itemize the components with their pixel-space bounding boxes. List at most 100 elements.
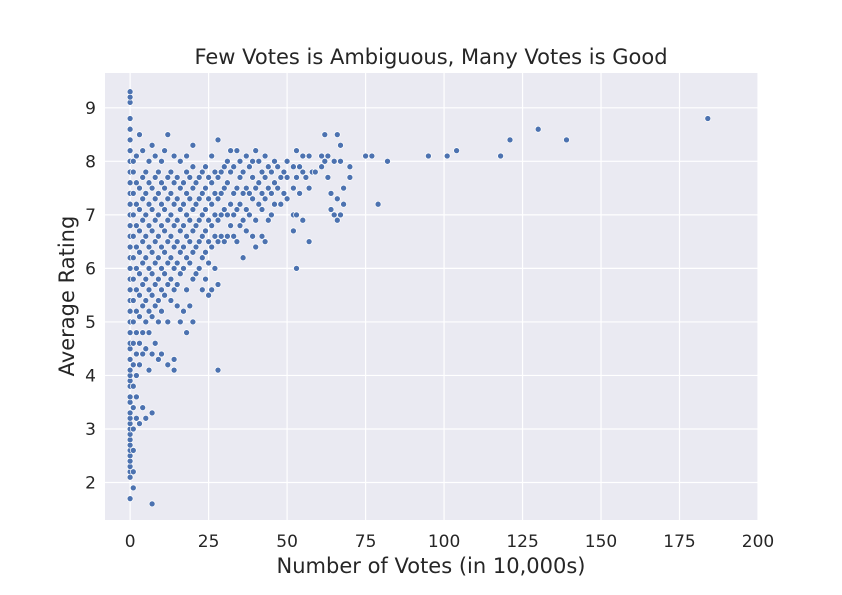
data-point	[145, 307, 153, 315]
data-point	[139, 281, 147, 288]
y-tick-label: 9	[85, 99, 96, 119]
data-point	[249, 195, 256, 203]
data-point	[271, 157, 278, 165]
data-point	[208, 200, 216, 208]
data-point	[264, 163, 272, 171]
data-point	[139, 238, 147, 245]
data-point	[236, 222, 244, 229]
data-point	[126, 243, 134, 251]
data-point	[186, 216, 194, 224]
data-point	[340, 200, 347, 208]
data-point	[186, 195, 194, 203]
data-point	[126, 179, 134, 187]
data-point	[258, 168, 266, 176]
data-point	[230, 232, 238, 240]
data-point	[180, 179, 187, 187]
data-point	[299, 216, 307, 224]
data-point	[126, 115, 134, 122]
data-point	[170, 222, 178, 229]
data-point	[142, 211, 150, 219]
data-point	[189, 318, 197, 326]
data-point	[167, 211, 175, 219]
data-point	[202, 163, 209, 171]
data-point	[133, 329, 140, 336]
data-point	[183, 286, 190, 294]
data-point	[145, 366, 153, 374]
data-point	[145, 222, 153, 229]
data-point	[220, 184, 228, 192]
data-point	[148, 141, 156, 149]
data-point	[158, 265, 165, 272]
data-point	[337, 211, 344, 219]
data-point	[224, 232, 231, 240]
data-point	[158, 286, 165, 294]
data-point	[346, 163, 354, 171]
data-point	[249, 232, 256, 240]
data-point	[164, 238, 172, 245]
data-point	[176, 318, 184, 326]
data-point	[252, 147, 260, 154]
y-tick-label: 4	[85, 366, 96, 386]
data-point	[227, 147, 234, 154]
data-point	[211, 168, 219, 176]
data-point	[202, 184, 209, 192]
data-point	[142, 414, 150, 422]
x-tick-label: 175	[663, 532, 695, 552]
data-point	[145, 157, 153, 165]
data-point	[129, 211, 137, 219]
grid-lines	[105, 73, 759, 520]
x-tick-label: 200	[742, 532, 774, 552]
data-point	[208, 222, 216, 229]
data-point	[170, 152, 178, 160]
data-point	[151, 259, 159, 267]
data-point	[186, 238, 194, 245]
data-point	[180, 243, 187, 251]
data-point	[233, 184, 241, 192]
data-point	[167, 254, 175, 262]
data-point	[299, 168, 307, 176]
data-point	[252, 216, 260, 224]
data-point	[186, 302, 194, 310]
data-point	[145, 179, 153, 187]
data-point	[261, 238, 269, 245]
data-point	[145, 243, 153, 251]
data-point	[129, 404, 137, 411]
data-point	[220, 238, 228, 245]
data-point	[139, 195, 147, 203]
data-point	[290, 163, 297, 171]
y-axis-label: Average Rating	[55, 216, 79, 377]
data-point	[145, 200, 153, 208]
data-point	[148, 270, 156, 278]
data-point	[346, 174, 354, 181]
data-point	[173, 216, 181, 224]
data-point	[205, 291, 212, 299]
data-point	[136, 339, 143, 347]
data-point	[155, 275, 162, 283]
data-point	[327, 190, 335, 197]
data-point	[148, 500, 156, 508]
data-point	[384, 157, 391, 165]
data-point	[443, 152, 451, 160]
data-point	[173, 238, 181, 245]
data-point	[214, 281, 222, 288]
data-point	[296, 163, 303, 171]
data-point	[239, 168, 247, 176]
data-point	[161, 184, 168, 192]
data-point	[170, 200, 178, 208]
data-point	[136, 248, 143, 256]
data-point	[173, 174, 181, 181]
data-point	[280, 168, 288, 176]
data-point	[333, 216, 341, 224]
data-point	[139, 302, 147, 310]
data-point	[126, 356, 134, 363]
data-point	[368, 152, 376, 160]
y-tick-label: 8	[85, 152, 96, 172]
data-point	[158, 222, 165, 229]
data-point	[189, 227, 197, 235]
data-point	[246, 190, 253, 197]
data-point	[133, 393, 140, 401]
data-point	[236, 174, 244, 181]
data-point	[217, 211, 225, 219]
data-point	[164, 216, 172, 224]
data-point	[261, 174, 269, 181]
